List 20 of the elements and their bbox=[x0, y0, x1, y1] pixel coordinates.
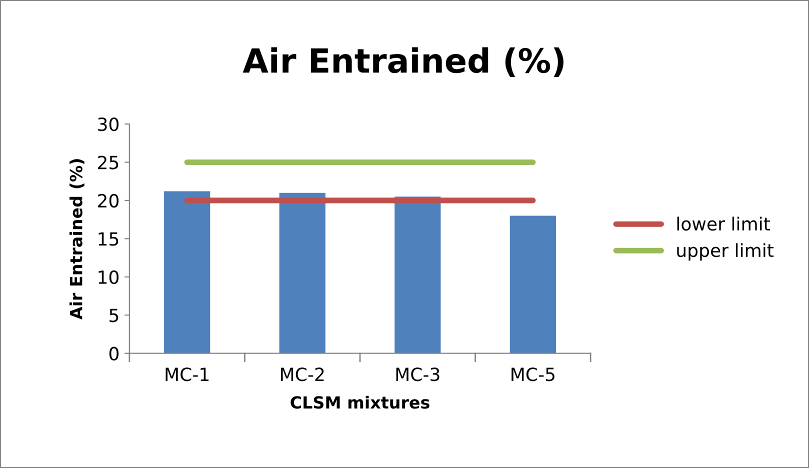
legend-label: upper limit bbox=[677, 243, 774, 261]
bar bbox=[279, 192, 326, 354]
y-tick-label: 20 bbox=[98, 194, 119, 208]
chart-title: Air Entrained (%) bbox=[242, 47, 564, 78]
bar bbox=[164, 191, 210, 354]
y-tick-label: 0 bbox=[109, 346, 119, 360]
y-tick-label: 30 bbox=[98, 117, 119, 132]
x-tick-label: MC-1 bbox=[166, 368, 209, 382]
x-tick-label: MC-3 bbox=[396, 368, 440, 382]
y-tick-label: 10 bbox=[98, 270, 119, 284]
x-tick-label: MC-2 bbox=[281, 368, 324, 382]
y-axis-title: Air Entrained (%) bbox=[70, 159, 84, 320]
x-axis-title: CLSM mixtures bbox=[290, 396, 430, 409]
x-tick-label: MC-5 bbox=[512, 368, 554, 382]
bar bbox=[394, 196, 441, 354]
legend-label: lower limit bbox=[677, 216, 770, 231]
y-tick-label: 5 bbox=[110, 308, 118, 322]
y-tick-label: 15 bbox=[98, 232, 118, 246]
y-tick-label: 25 bbox=[98, 156, 118, 170]
bar bbox=[510, 216, 556, 354]
